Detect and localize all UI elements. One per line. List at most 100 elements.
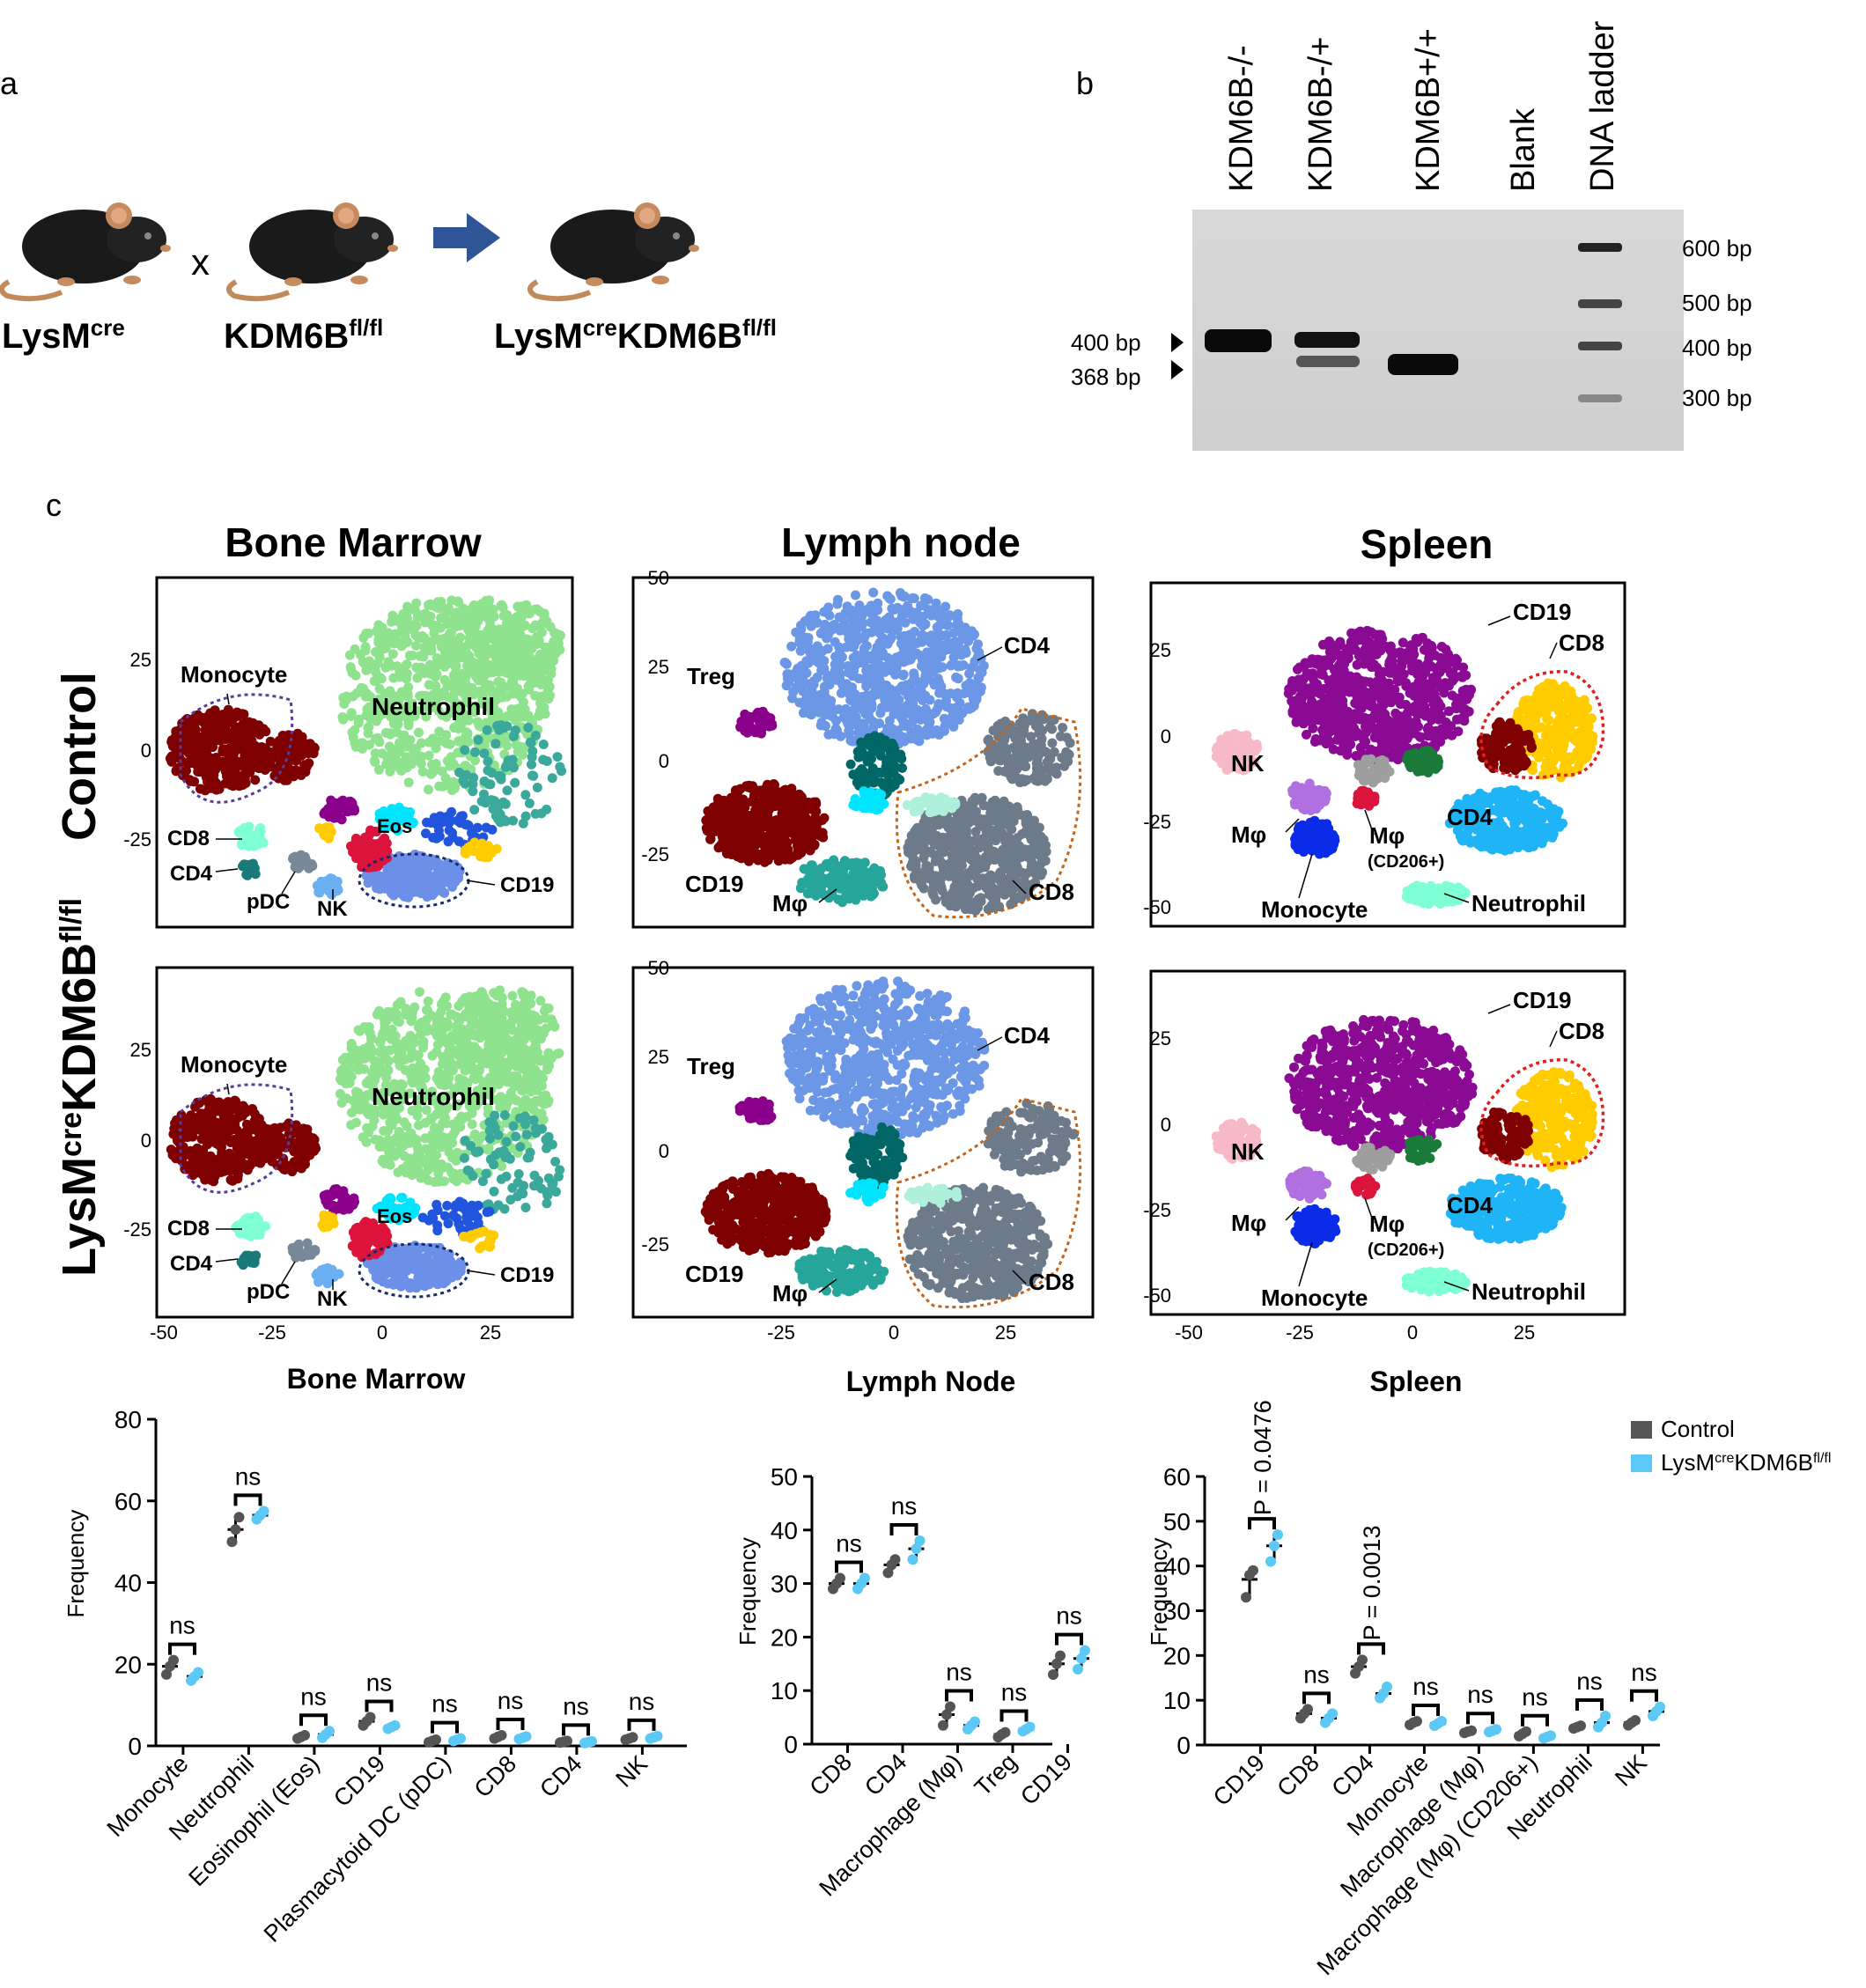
data-point (911, 1543, 922, 1555)
data-point (1055, 1650, 1066, 1661)
data-point (652, 1730, 663, 1741)
significance-label: ns (563, 1692, 589, 1719)
x-tick-label: NK (610, 1750, 653, 1793)
significance-label: ns (169, 1612, 195, 1639)
significance-label: ns (891, 1492, 918, 1520)
y-tick-label: 10 (771, 1677, 798, 1705)
row-label-control: Control (53, 672, 106, 841)
p-value-label: P = 0.0476 (1250, 1400, 1276, 1515)
data-point (1466, 1725, 1477, 1736)
data-point (999, 1727, 1011, 1738)
significance-bracket (889, 1522, 918, 1535)
y-tick-label: 0 (784, 1731, 798, 1758)
tick-label: -50 (150, 1322, 178, 1344)
significance-bracket (299, 1713, 328, 1727)
tick-label: -25 (123, 828, 151, 850)
tick-label: 50 (648, 957, 669, 979)
tick-label: 25 (648, 1046, 669, 1068)
significance-label: ns (1467, 1681, 1494, 1708)
y-tick-label: 0 (1176, 1732, 1191, 1759)
data-point (1248, 1565, 1258, 1576)
tsne-frame (1149, 581, 1626, 928)
data-point (586, 1735, 597, 1747)
data-point (168, 1654, 179, 1666)
tsne-frame (1149, 969, 1626, 1316)
tsne-title: Bone Marrow (225, 519, 482, 565)
breeding-arrow-icon (433, 213, 500, 262)
tick-label: 50 (648, 567, 669, 589)
cluster-label: pDC (247, 1280, 290, 1304)
data-point (455, 1733, 466, 1744)
data-point (1076, 1653, 1087, 1664)
data-point (193, 1667, 203, 1678)
chart-title: Bone Marrow (287, 1363, 466, 1395)
data-point (230, 1524, 241, 1535)
significance-bracket (1302, 1691, 1331, 1705)
cluster-label: CD19 (685, 871, 743, 897)
frequency-chart: Bone MarrowFrequency020406080MonocytensN… (63, 1363, 687, 1948)
tick-label: 0 (659, 1140, 669, 1162)
cluster-label: CD4 (170, 862, 213, 886)
tick-label: 25 (1150, 639, 1171, 661)
cluster-label: CD19 (1513, 987, 1571, 1013)
y-tick-label: 0 (128, 1733, 142, 1760)
mouse-1-icon (2, 202, 171, 298)
panel-a-label: a (0, 65, 18, 101)
data-point (233, 1512, 245, 1523)
cluster-label: Mφ (1369, 1211, 1405, 1237)
data-point (1382, 1681, 1392, 1692)
y-tick-label: 40 (114, 1570, 142, 1597)
data-point (161, 1668, 172, 1680)
x-tick-label: CD8 (469, 1750, 521, 1802)
significance-label: ns (1576, 1668, 1603, 1695)
mouse-2-icon (229, 202, 398, 298)
significance-label: ns (498, 1687, 524, 1714)
tsne-frame (155, 966, 574, 1319)
panel-c-label: c (46, 487, 62, 523)
data-point (1521, 1726, 1531, 1737)
data-point (907, 1554, 918, 1565)
significance-bracket (627, 1718, 656, 1731)
cluster-label: Neutrophil (1471, 1278, 1586, 1305)
cluster-label: CD4 (1447, 804, 1494, 830)
data-point (627, 1732, 638, 1743)
y-tick-label: 30 (771, 1571, 798, 1598)
x-tick-label: CD19 (1208, 1749, 1270, 1811)
cluster-label: CD19 (500, 873, 554, 897)
tsne-spleen: CD19 CD8 NK Mφ Mφ (CD206+) CD4 Monocyte Neutroph… (1211, 987, 1605, 1311)
significance-label: ns (235, 1462, 262, 1490)
tick-label: -50 (1175, 1322, 1203, 1344)
y-tick-label: 50 (771, 1463, 798, 1491)
significance-bracket (1575, 1697, 1604, 1711)
significance-bracket (999, 1709, 1029, 1722)
panel-b-label: b (1076, 65, 1094, 101)
tick-label: -25 (123, 1219, 151, 1241)
tick-label: 25 (995, 1322, 1016, 1344)
significance-bracket (1357, 1642, 1385, 1655)
gel-bands (1205, 243, 1622, 402)
data-point (1302, 1704, 1313, 1715)
tick-label: 0 (1161, 1114, 1171, 1136)
x-tick-label: NK (1610, 1749, 1652, 1792)
tick-label: -25 (258, 1322, 286, 1344)
tick-label: 0 (889, 1322, 899, 1344)
tick-label: -25 (1143, 1199, 1171, 1221)
data-point (1265, 1556, 1276, 1567)
significance-bracket (233, 1493, 262, 1506)
data-point (365, 1712, 376, 1723)
significance-bracket (1630, 1689, 1658, 1702)
lane-label: Blank (1505, 107, 1542, 192)
y-tick-label: 10 (1163, 1687, 1191, 1714)
tick-label: -50 (1143, 1285, 1171, 1307)
tick-label: 0 (377, 1322, 387, 1344)
svg-text:368 bp: 368 bp (1071, 364, 1141, 390)
data-point (1073, 1663, 1083, 1675)
y-tick-label: 60 (114, 1488, 142, 1515)
svg-text:400 bp: 400 bp (1071, 329, 1141, 356)
cluster-label: NK (1231, 750, 1265, 777)
data-point (889, 1554, 901, 1565)
significance-bracket (431, 1720, 459, 1734)
cluster-label: CD8 (1029, 1269, 1074, 1295)
cluster-label: Monocyte (1261, 896, 1368, 923)
